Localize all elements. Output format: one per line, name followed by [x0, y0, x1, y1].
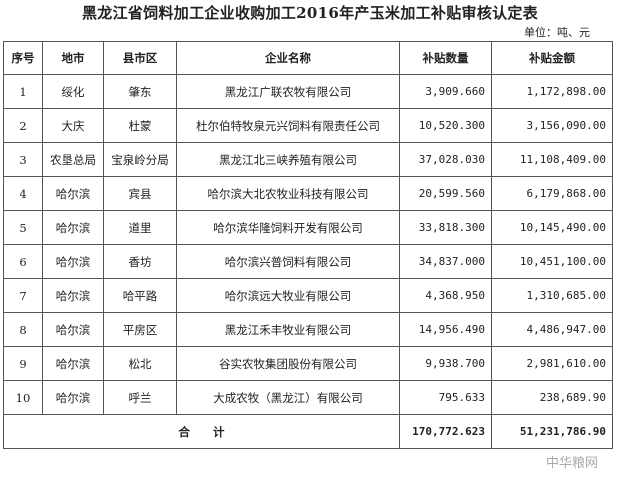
cell-county: 肇东: [103, 74, 177, 109]
cell-company: 杜尔伯特牧泉元兴饲料有限责任公司: [176, 108, 400, 143]
total-label: 合 计: [3, 414, 400, 449]
cell-city: 大庆: [42, 108, 104, 143]
cell-quantity: 34,837.000: [399, 244, 492, 279]
cell-county: 平房区: [103, 312, 177, 347]
watermark: 中华粮网: [545, 456, 598, 471]
cell-county: 宾县: [103, 176, 177, 211]
cell-city: 哈尔滨: [42, 210, 104, 245]
cell-amount: 2,981,610.00: [491, 346, 613, 381]
cell-quantity: 10,520.300: [399, 108, 492, 143]
cell-city: 哈尔滨: [42, 312, 104, 347]
table-row: 8 哈尔滨 平房区 黑龙江禾丰牧业有限公司 14,956.490 4,486,947.00: [3, 312, 613, 347]
cell-city: 绥化: [42, 74, 104, 109]
cell-county: 道里: [103, 210, 177, 245]
cell-index: 4: [3, 176, 43, 211]
header-index: 序号: [3, 41, 43, 75]
header-city: 地市: [42, 41, 104, 75]
cell-company: 黑龙江北三峡养殖有限公司: [176, 142, 400, 177]
table-row: 5 哈尔滨 道里 哈尔滨华隆饲料开发有限公司 33,818.300 10,145,490.…: [3, 210, 613, 245]
cell-index: 9: [3, 346, 43, 381]
cell-company: 大成农牧（黑龙江）有限公司: [176, 380, 400, 415]
subsidy-table: 序号 地市 县市区 企业名称 补贴数量 补贴金额 1 绥化 肇东 黑龙江广联农牧有限公…: [3, 41, 613, 449]
cell-quantity: 795.633: [399, 380, 492, 415]
cell-quantity: 9,938.700: [399, 346, 492, 381]
cell-county: 宝泉岭分局: [103, 142, 177, 177]
page-title: 黑龙江省饲料加工企业收购加工2016年产玉米加工补贴审核认定表: [81, 4, 539, 22]
cell-amount: 10,145,490.00: [491, 210, 613, 245]
cell-amount: 1,310,685.00: [491, 278, 613, 313]
cell-quantity: 37,028.030: [399, 142, 492, 177]
cell-index: 2: [3, 108, 43, 143]
table-row: 10 哈尔滨 呼兰 大成农牧（黑龙江）有限公司 795.633 238,689.90: [3, 380, 613, 415]
cell-city: 农垦总局: [42, 142, 104, 177]
cell-amount: 1,172,898.00: [491, 74, 613, 109]
cell-index: 8: [3, 312, 43, 347]
table-row: 1 绥化 肇东 黑龙江广联农牧有限公司 3,909.660 1,172,898.00: [3, 74, 613, 109]
cell-index: 10: [3, 380, 43, 415]
table-row: 2 大庆 杜蒙 杜尔伯特牧泉元兴饲料有限责任公司 10,520.300 3,156,090…: [3, 108, 613, 143]
cell-county: 松北: [103, 346, 177, 381]
cell-index: 7: [3, 278, 43, 313]
cell-company: 哈尔滨远大牧业有限公司: [176, 278, 400, 313]
table-row: 4 哈尔滨 宾县 哈尔滨大北农牧业科技有限公司 20,599.560 6,179,868.…: [3, 176, 613, 211]
header-amount: 补贴金额: [491, 41, 613, 75]
cell-city: 哈尔滨: [42, 380, 104, 415]
cell-county: 香坊: [103, 244, 177, 279]
total-amount: 51,231,786.90: [491, 414, 613, 449]
cell-county: 呼兰: [103, 380, 177, 415]
cell-company: 哈尔滨华隆饲料开发有限公司: [176, 210, 400, 245]
cell-amount: 4,486,947.00: [491, 312, 613, 347]
cell-amount: 11,108,409.00: [491, 142, 613, 177]
cell-index: 5: [3, 210, 43, 245]
cell-index: 6: [3, 244, 43, 279]
cell-city: 哈尔滨: [42, 278, 104, 313]
header-quantity: 补贴数量: [399, 41, 492, 75]
cell-amount: 238,689.90: [491, 380, 613, 415]
cell-county: 杜蒙: [103, 108, 177, 143]
cell-company: 哈尔滨大北农牧业科技有限公司: [176, 176, 400, 211]
table-row: 9 哈尔滨 松北 谷实农牧集团股份有限公司 9,938.700 2,981,610.00: [3, 346, 613, 381]
cell-county: 哈平路: [103, 278, 177, 313]
table-row: 6 哈尔滨 香坊 哈尔滨兴普饲料有限公司 34,837.000 10,451,100.00: [3, 244, 613, 279]
cell-company: 黑龙江广联农牧有限公司: [176, 74, 400, 109]
cell-company: 谷实农牧集团股份有限公司: [176, 346, 400, 381]
cell-amount: 3,156,090.00: [491, 108, 613, 143]
header-county: 县市区: [103, 41, 177, 75]
cell-city: 哈尔滨: [42, 244, 104, 279]
unit-label: 单位：吨、元: [524, 26, 590, 39]
total-quantity: 170,772.623: [399, 414, 492, 449]
cell-city: 哈尔滨: [42, 176, 104, 211]
cell-quantity: 4,368.950: [399, 278, 492, 313]
cell-index: 1: [3, 74, 43, 109]
cell-quantity: 20,599.560: [399, 176, 492, 211]
cell-index: 3: [3, 142, 43, 177]
cell-company: 黑龙江禾丰牧业有限公司: [176, 312, 400, 347]
cell-quantity: 33,818.300: [399, 210, 492, 245]
table-row: 3 农垦总局 宝泉岭分局 黑龙江北三峡养殖有限公司 37,028.030 11,108,4…: [3, 142, 613, 177]
cell-quantity: 3,909.660: [399, 74, 492, 109]
header-company: 企业名称: [176, 41, 400, 75]
table-header-row: 序号 地市 县市区 企业名称 补贴数量 补贴金额: [3, 41, 613, 75]
table-row: 7 哈尔滨 哈平路 哈尔滨远大牧业有限公司 4,368.950 1,310,685.00: [3, 278, 613, 313]
cell-amount: 6,179,868.00: [491, 176, 613, 211]
total-row: 合 计 170,772.623 51,231,786.90: [3, 414, 613, 449]
cell-quantity: 14,956.490: [399, 312, 492, 347]
cell-company: 哈尔滨兴普饲料有限公司: [176, 244, 400, 279]
cell-amount: 10,451,100.00: [491, 244, 613, 279]
cell-city: 哈尔滨: [42, 346, 104, 381]
